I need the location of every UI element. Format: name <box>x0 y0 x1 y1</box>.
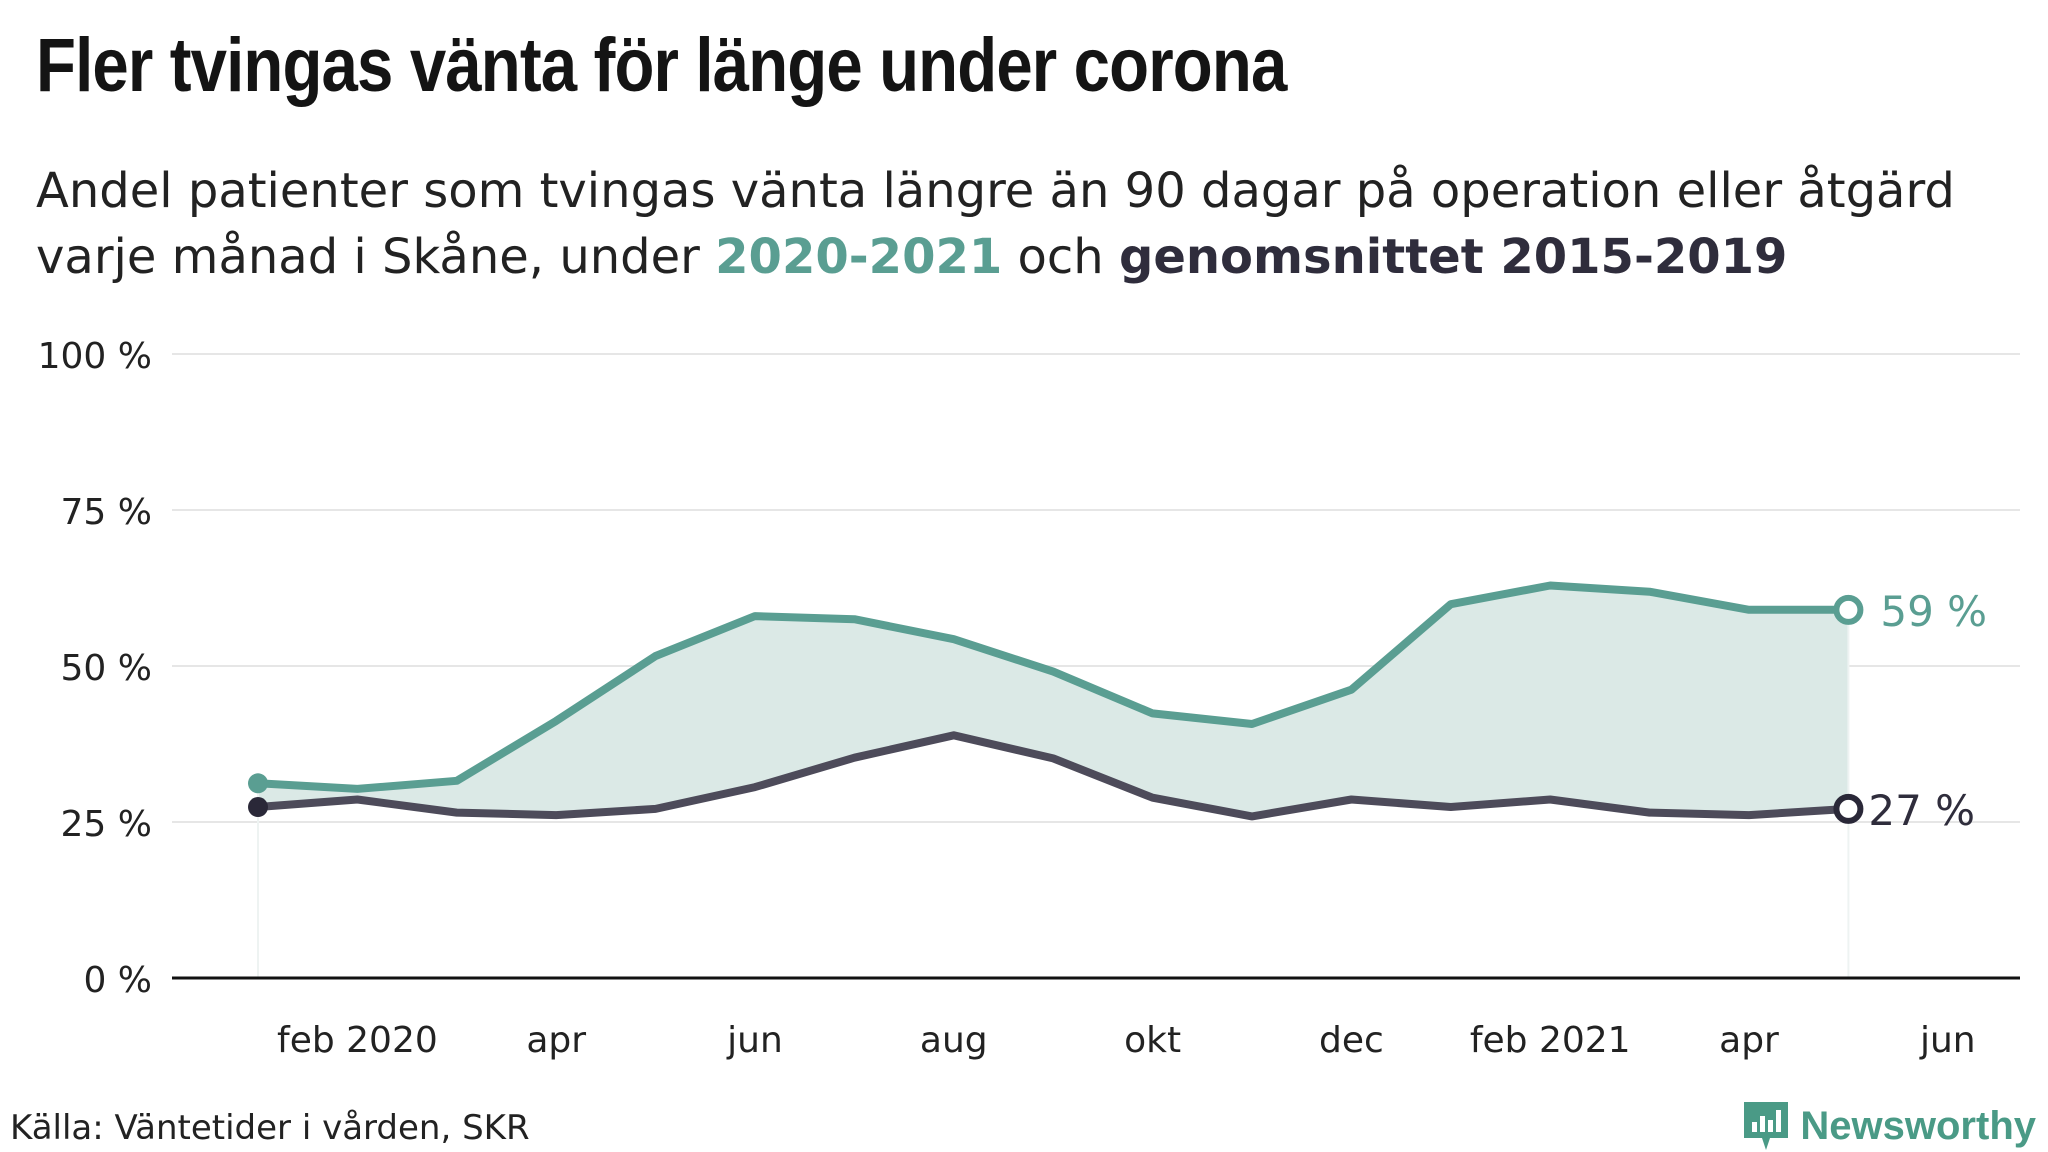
end-point <box>1833 594 1864 625</box>
newsworthy-logo-icon <box>1744 1102 1789 1150</box>
end-value-label: 27 % <box>1868 786 1975 835</box>
end-value-label: 59 % <box>1880 587 1987 636</box>
line-chart: 0 % 25 % 50 % 75 % 100 % 59 % 27 % feb 2020 apr j… <box>38 336 2020 1060</box>
y-tick-label: 75 % <box>61 492 152 533</box>
y-tick-label: 50 % <box>61 648 152 689</box>
brand: Newsworthy <box>1742 1100 2036 1152</box>
x-tick-label: feb 2020 <box>277 1020 438 1060</box>
end-point <box>1833 793 1864 824</box>
difference-area <box>258 585 1849 817</box>
legend-2020-2021: 2020-2021 <box>715 229 1003 285</box>
subtitle-connector: och <box>1002 229 1119 285</box>
x-tick-label: apr <box>1719 1020 1779 1060</box>
start-point <box>248 773 268 794</box>
source-note: Källa: Väntetider i vården, SKR <box>10 1108 530 1148</box>
x-tick-label: okt <box>1124 1020 1181 1060</box>
series-2020-2021-line <box>254 581 1853 793</box>
brand-name: Newsworthy <box>1800 1103 2036 1148</box>
x-tick-label: feb 2021 <box>1470 1020 1631 1060</box>
y-tick-label: 100 % <box>38 336 152 377</box>
series-average-line <box>254 731 1853 821</box>
x-tick-label: aug <box>920 1020 988 1060</box>
x-tick-label: apr <box>526 1020 586 1060</box>
x-tick-label: dec <box>1319 1020 1384 1060</box>
subtitle-line-1: Andel patienter som tvingas vänta längre… <box>36 163 1955 219</box>
y-tick-label: 0 % <box>83 960 152 1001</box>
legend-average-2015-2019: genomsnittet 2015-2019 <box>1118 229 1788 285</box>
start-point <box>248 797 268 818</box>
subtitle-prefix: varje månad i Skåne, under <box>36 229 716 285</box>
chart-subtitle: Andel patienter som tvingas vänta längre… <box>36 158 2036 290</box>
x-tick-label: jun <box>726 1020 783 1060</box>
chart-title: Fler tvingas vänta för länge under coron… <box>36 23 1287 108</box>
x-tick-label: jun <box>1919 1020 1976 1060</box>
subtitle-line-2: varje månad i Skåne, under 2020-2021 och… <box>36 224 2036 290</box>
y-tick-label: 25 % <box>61 804 152 845</box>
